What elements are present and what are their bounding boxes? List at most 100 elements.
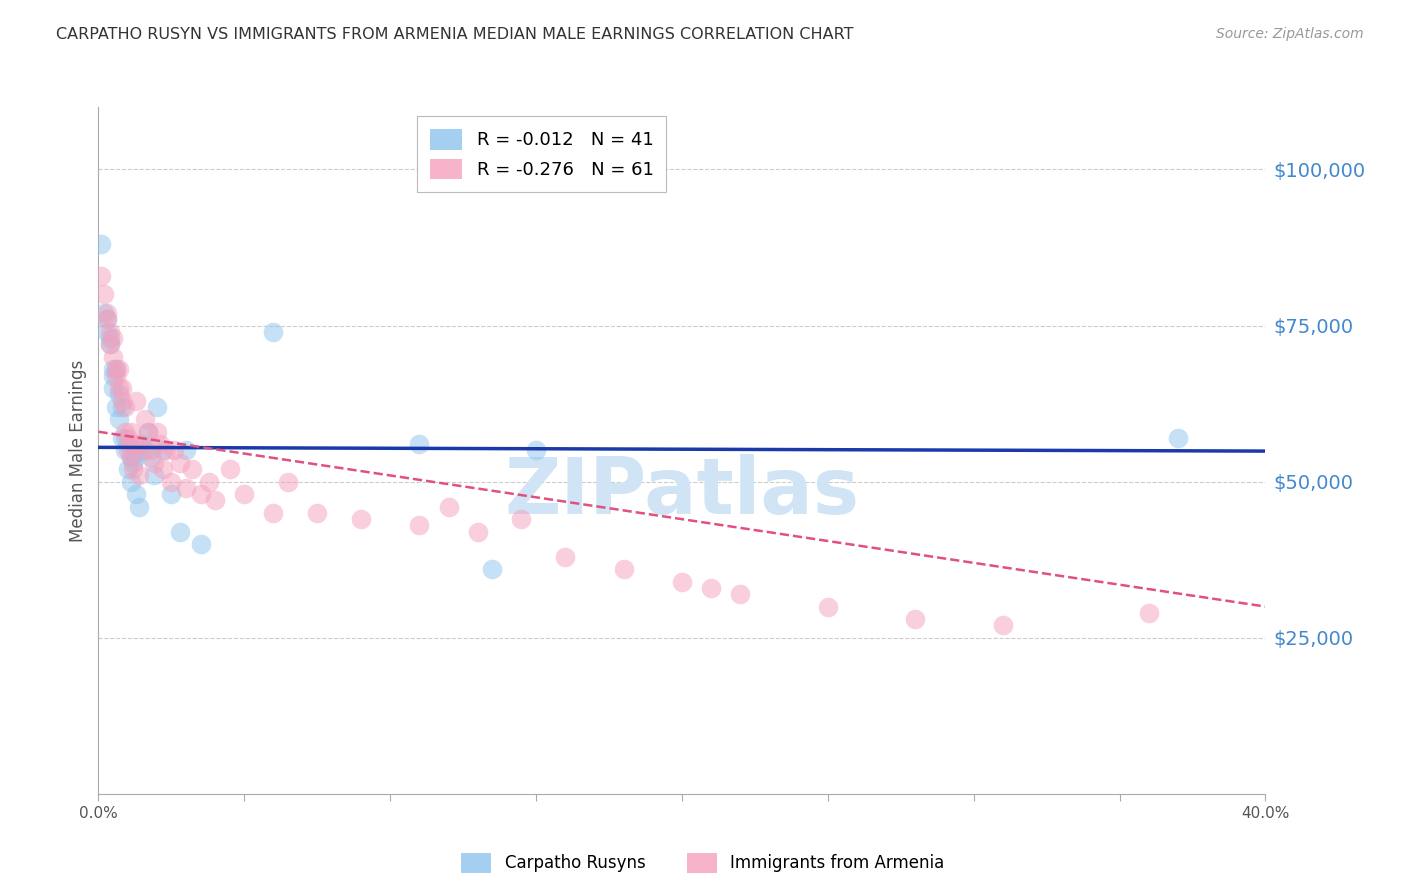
Point	[104, 400, 127, 414]
Point	[510, 512, 533, 526]
Point	[117, 443, 139, 458]
Point	[90, 237, 112, 252]
Point	[101, 381, 124, 395]
Point	[524, 443, 547, 458]
Point	[190, 487, 212, 501]
Point	[152, 443, 174, 458]
Point	[155, 443, 177, 458]
Point	[142, 468, 165, 483]
Point	[108, 381, 131, 395]
Point	[180, 462, 202, 476]
Point	[101, 362, 124, 376]
Point	[408, 437, 430, 451]
Point	[277, 475, 299, 489]
Point	[262, 506, 284, 520]
Point	[139, 443, 162, 458]
Point	[160, 475, 183, 489]
Point	[152, 462, 174, 476]
Point	[131, 437, 153, 451]
Text: Source: ZipAtlas.com: Source: ZipAtlas.com	[1216, 27, 1364, 41]
Point	[190, 537, 212, 551]
Point	[90, 268, 112, 283]
Point	[307, 506, 329, 520]
Point	[108, 362, 131, 376]
Point	[149, 437, 172, 451]
Point	[233, 487, 256, 501]
Point	[114, 443, 136, 458]
Point	[111, 400, 134, 414]
Point	[174, 443, 197, 458]
Point	[728, 587, 751, 601]
Point	[96, 312, 118, 326]
Point	[120, 450, 142, 464]
Point	[671, 574, 693, 589]
Point	[174, 481, 197, 495]
Point	[111, 393, 134, 408]
Point	[125, 487, 148, 501]
Point	[122, 456, 145, 470]
Text: CARPATHO RUSYN VS IMMIGRANTS FROM ARMENIA MEDIAN MALE EARNINGS CORRELATION CHART: CARPATHO RUSYN VS IMMIGRANTS FROM ARMENI…	[56, 27, 853, 42]
Point	[125, 393, 148, 408]
Point	[408, 518, 430, 533]
Point	[96, 306, 118, 320]
Point	[136, 425, 159, 439]
Point	[104, 368, 127, 383]
Point	[114, 431, 136, 445]
Point	[142, 456, 165, 470]
Point	[139, 450, 162, 464]
Point	[481, 562, 503, 576]
Point	[160, 487, 183, 501]
Point	[134, 412, 156, 426]
Point	[204, 493, 226, 508]
Point	[117, 431, 139, 445]
Point	[1167, 431, 1189, 445]
Point	[104, 362, 127, 376]
Point	[612, 562, 634, 576]
Point	[350, 512, 373, 526]
Point	[437, 500, 460, 514]
Point	[125, 450, 148, 464]
Point	[117, 437, 139, 451]
Point	[1137, 606, 1160, 620]
Point	[98, 337, 121, 351]
Legend: Carpatho Rusyns, Immigrants from Armenia: Carpatho Rusyns, Immigrants from Armenia	[454, 847, 952, 880]
Point	[96, 325, 118, 339]
Y-axis label: Median Male Earnings: Median Male Earnings	[69, 359, 87, 541]
Point	[169, 456, 191, 470]
Point	[128, 437, 150, 451]
Point	[101, 368, 124, 383]
Text: ZIPatlas: ZIPatlas	[505, 454, 859, 530]
Point	[93, 306, 115, 320]
Point	[104, 362, 127, 376]
Point	[122, 437, 145, 451]
Point	[128, 468, 150, 483]
Point	[117, 462, 139, 476]
Point	[98, 331, 121, 345]
Point	[467, 524, 489, 539]
Point	[218, 462, 240, 476]
Point	[904, 612, 927, 626]
Point	[128, 500, 150, 514]
Point	[991, 618, 1014, 632]
Point	[122, 462, 145, 476]
Point	[96, 312, 118, 326]
Point	[111, 431, 134, 445]
Point	[817, 599, 839, 614]
Point	[134, 443, 156, 458]
Point	[108, 387, 131, 401]
Point	[120, 425, 142, 439]
Point	[169, 524, 191, 539]
Point	[131, 443, 153, 458]
Point	[93, 287, 115, 301]
Point	[700, 581, 723, 595]
Point	[98, 337, 121, 351]
Point	[98, 325, 121, 339]
Point	[114, 400, 136, 414]
Point	[198, 475, 221, 489]
Point	[101, 350, 124, 364]
Point	[136, 425, 159, 439]
Point	[120, 475, 142, 489]
Point	[554, 549, 576, 564]
Legend: R = -0.012   N = 41, R = -0.276   N = 61: R = -0.012 N = 41, R = -0.276 N = 61	[418, 116, 666, 192]
Point	[114, 425, 136, 439]
